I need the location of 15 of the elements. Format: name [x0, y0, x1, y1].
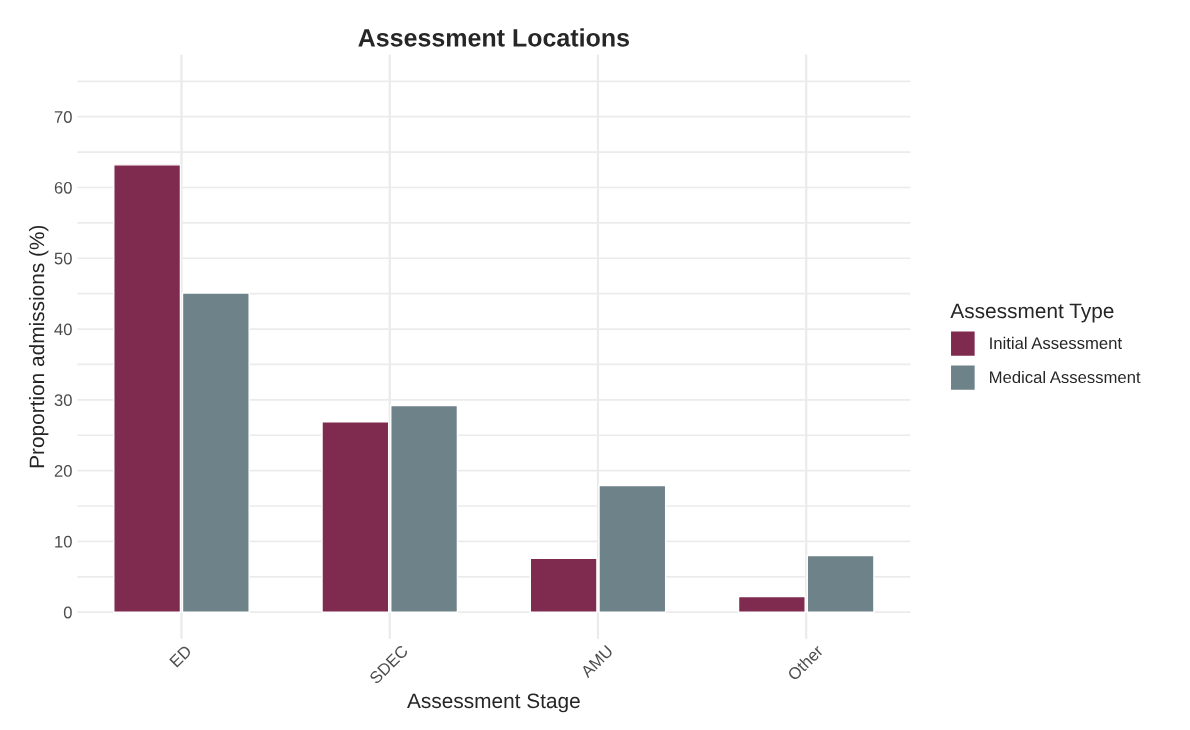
y-tick-label: 40 [54, 323, 72, 336]
y-tick-label: 60 [54, 181, 72, 194]
legend-label: Medical Assessment [990, 370, 1141, 384]
chart-title: Assessment Locations [358, 28, 629, 47]
y-tick-label: 0 [63, 606, 72, 619]
y-tick-label: 70 [54, 111, 72, 123]
y-tick-label: 50 [54, 252, 72, 265]
y-axis-title: Proportion admissions (%) [28, 225, 49, 468]
legend-title: Assessment Type [950, 303, 1114, 323]
y-tick-label: 30 [54, 394, 72, 407]
legend-label: Initial Assessment [990, 336, 1122, 350]
y-tick-label: 10 [55, 535, 72, 548]
x-axis-title: Assessment Stage [407, 693, 580, 713]
x-tick-label: ED [169, 644, 193, 668]
y-tick-label: 20 [54, 465, 72, 477]
